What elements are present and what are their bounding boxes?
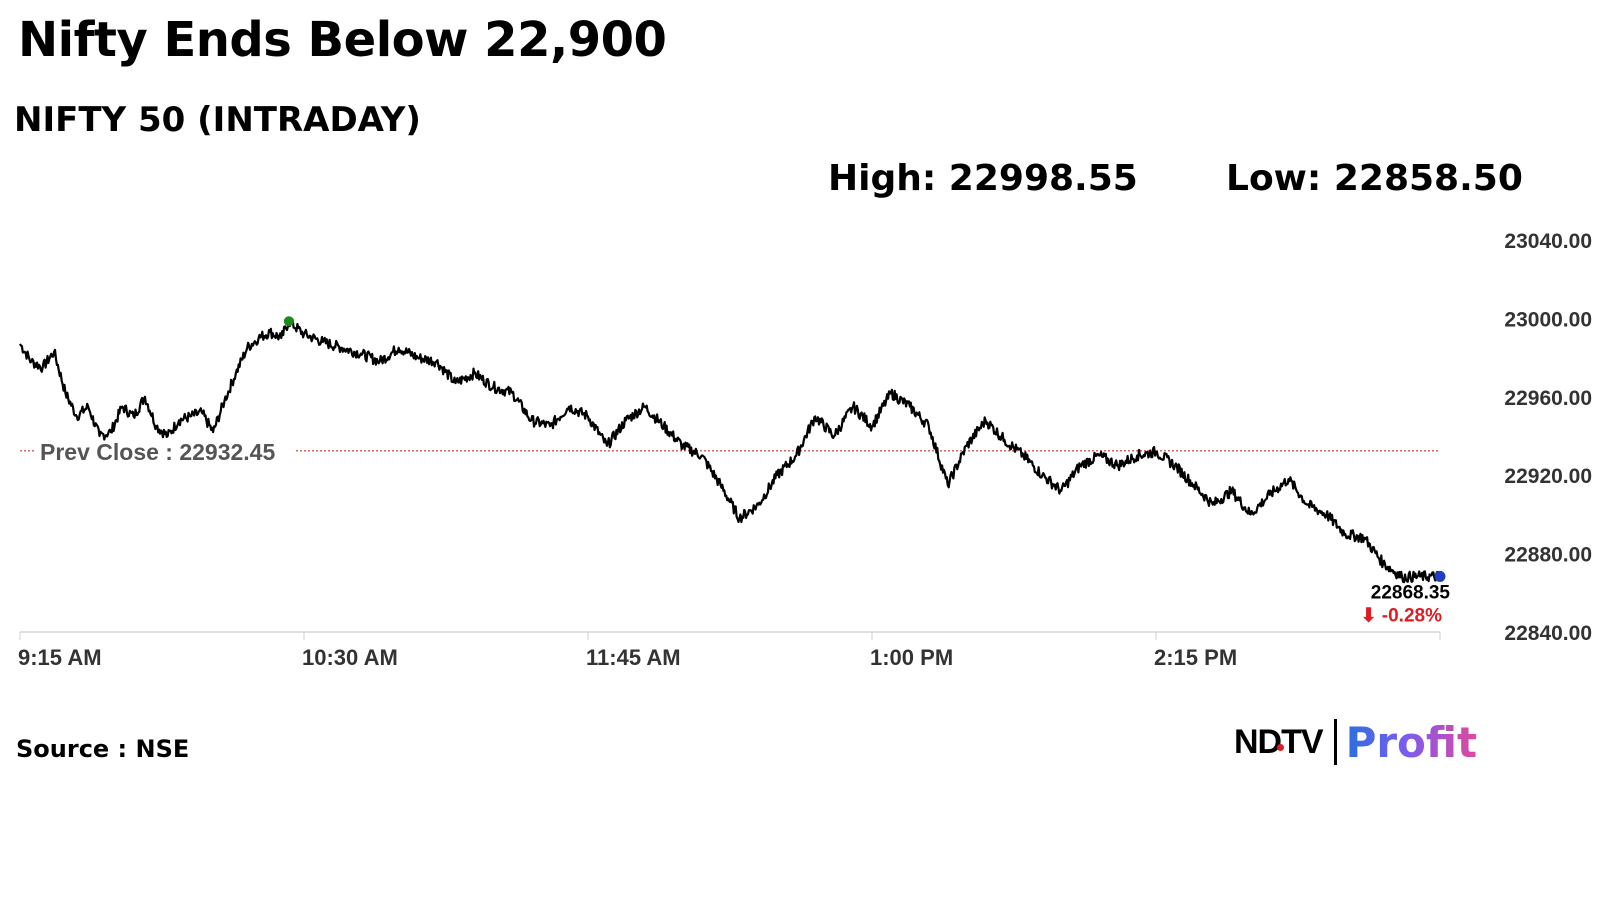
logo-ndtv: NDTV [1234, 722, 1324, 761]
last-price-marker [1434, 570, 1446, 582]
x-tick-label: 1:00 PM [870, 645, 953, 670]
x-tick-label: 11:45 AM [586, 645, 681, 670]
prev-close-label: Prev Close : 22932.45 [40, 439, 275, 465]
y-tick-label: 23040.00 [1504, 230, 1592, 253]
y-tick-label: 22920.00 [1504, 465, 1592, 488]
x-axis-labels: 9:15 AM 10:30 AM 11:45 AM 1:00 PM 2:15 PM [18, 645, 1237, 670]
last-price-label: 22868.35 [1371, 582, 1451, 603]
y-axis-labels: 23040.00 23000.00 22960.00 22920.00 22880.00… [1504, 230, 1592, 645]
logo-divider [1333, 719, 1337, 765]
headline: Nifty Ends Below 22,900 [18, 12, 667, 68]
y-tick-label: 23000.00 [1504, 308, 1592, 331]
chart-subtitle: NIFTY 50 (INTRADAY) [14, 100, 421, 140]
low-stat: Low: 22858.50 [1226, 158, 1523, 199]
y-tick-label: 22960.00 [1504, 387, 1592, 410]
ndtv-profit-logo: NDTV Profit [1234, 715, 1477, 769]
logo-dot [1277, 743, 1284, 751]
y-tick-label: 22840.00 [1504, 622, 1592, 645]
y-tick-label: 22880.00 [1504, 544, 1592, 567]
source-note: Source : NSE [16, 735, 190, 763]
price-series [19, 318, 1441, 584]
change-label: ⬇ -0.28% [1361, 605, 1443, 626]
x-tick-label: 2:15 PM [1154, 645, 1237, 670]
x-tick-label: 9:15 AM [18, 645, 102, 670]
chart-markers: 22868.35⬇ -0.28% [283, 316, 1451, 626]
x-tick-label: 10:30 AM [302, 645, 398, 670]
high-stat: High: 22998.55 [828, 158, 1138, 199]
price-line [19, 318, 1441, 584]
prev-close: Prev Close : 22932.45 [20, 434, 1440, 467]
logo-profit: Profit [1345, 717, 1478, 767]
high-marker [283, 316, 294, 327]
prev-close-label-bg [34, 434, 296, 467]
chart-axes [19, 631, 1441, 640]
